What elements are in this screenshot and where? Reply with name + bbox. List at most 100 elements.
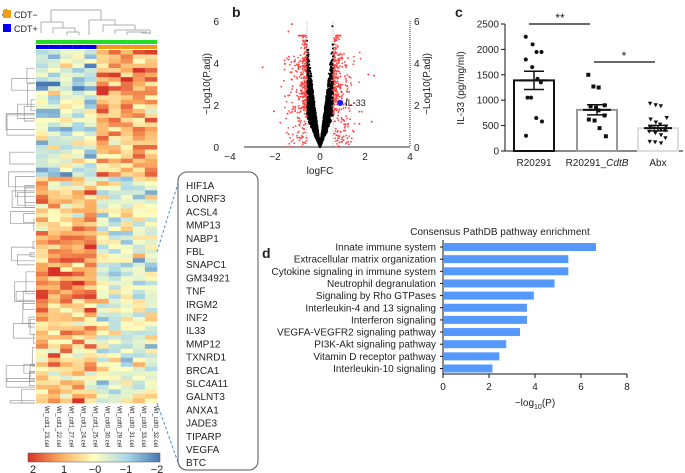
heatmap-cell xyxy=(144,108,158,114)
significant-gene-point xyxy=(344,123,346,126)
significant-gene-point xyxy=(297,34,300,37)
heatmap-cell xyxy=(72,81,85,87)
significant-gene-point xyxy=(303,109,305,112)
heatmap-cell xyxy=(96,235,109,241)
heatmap-cell xyxy=(144,81,158,87)
heatmap-cell xyxy=(60,289,73,295)
significant-gene-point xyxy=(350,137,353,140)
gene-label-SLC4A11: SLC4A11 xyxy=(186,379,229,390)
heatmap-cell xyxy=(36,384,49,390)
heatmap-cell xyxy=(84,154,97,159)
heatmap-cell xyxy=(48,199,61,205)
significant-gene-point xyxy=(294,105,297,108)
significant-gene-point xyxy=(302,58,305,61)
heatmap-cell xyxy=(108,285,121,291)
heatmap-cell xyxy=(84,226,97,232)
heatmap-cell xyxy=(132,99,146,105)
gene-point xyxy=(313,107,316,110)
significant-gene-point xyxy=(304,131,306,134)
heatmap-cell xyxy=(96,253,109,259)
heatmap-cell xyxy=(48,280,61,286)
heatmap-cell xyxy=(60,398,73,404)
heatmap-cell xyxy=(132,145,146,150)
significant-gene-point xyxy=(332,95,335,98)
heatmap-cell xyxy=(132,167,146,173)
heatmap-cell xyxy=(120,398,134,404)
gene-point xyxy=(324,106,327,109)
significant-gene-point xyxy=(286,131,288,134)
data-point xyxy=(658,133,664,138)
heatmap-cell xyxy=(84,375,97,381)
heatmap-cell xyxy=(48,149,61,155)
heatmap-cell xyxy=(84,149,97,155)
heatmap-cell xyxy=(120,321,134,327)
heatmap-cell xyxy=(108,59,121,64)
group-bar-Wt_cdt0_32.cel xyxy=(144,45,157,49)
heatmap-cell xyxy=(144,135,158,141)
notable-gene-point xyxy=(272,110,275,113)
heatmap-cell xyxy=(84,244,97,250)
heatmap-cell xyxy=(120,307,134,313)
notable-gene-point xyxy=(373,74,375,77)
heatmap-cell xyxy=(48,285,61,291)
gene-label-TXNRD1: TXNRD1 xyxy=(186,353,226,364)
heatmap-cell xyxy=(36,267,49,273)
heatmap-cell xyxy=(96,375,109,381)
significant-gene-point xyxy=(305,87,308,90)
gene-point xyxy=(307,64,310,67)
significant-gene-point xyxy=(349,82,352,85)
heatmap-cell xyxy=(48,113,61,119)
gene-point xyxy=(325,98,328,101)
gene-point xyxy=(311,88,314,90)
pathway-bar xyxy=(444,303,527,312)
heatmap-cell xyxy=(84,303,97,309)
heatmap-cell xyxy=(132,126,146,132)
heatmap-cell xyxy=(96,113,109,119)
heatmap-cell xyxy=(144,126,158,132)
heatmap-cell xyxy=(84,267,97,273)
gene-point xyxy=(315,124,318,127)
significant-gene-point xyxy=(306,115,308,118)
significant-gene-point xyxy=(305,59,308,62)
heatmap-cell xyxy=(48,298,61,304)
gene-point xyxy=(311,109,314,112)
significant-gene-point xyxy=(345,66,347,69)
significant-gene-point xyxy=(333,76,335,78)
panel-label-c: c xyxy=(455,4,463,20)
heatmap-cell xyxy=(132,357,146,363)
data-point xyxy=(647,129,652,134)
significant-gene-point xyxy=(359,57,362,60)
heatmap-cell xyxy=(108,321,121,327)
significant-gene-point xyxy=(337,134,339,137)
significant-gene-point xyxy=(300,145,303,148)
heatmap-cell xyxy=(132,163,146,168)
gene-label-LONRF3: LONRF3 xyxy=(186,194,226,205)
heatmap-cell xyxy=(60,366,73,372)
pathway-bar xyxy=(444,243,596,251)
significant-gene-point xyxy=(338,53,341,56)
heatmap-cell xyxy=(60,199,73,205)
significant-gene-point xyxy=(304,89,306,92)
gene-point xyxy=(332,92,334,95)
significant-gene-point xyxy=(303,52,306,55)
gene-point xyxy=(310,115,312,118)
heatmap-cell xyxy=(60,393,73,399)
heatmap-cell xyxy=(96,50,109,55)
pathway-bar xyxy=(444,328,521,337)
heatmap-cell xyxy=(108,172,121,178)
heatmap-cell xyxy=(132,208,146,214)
data-point xyxy=(658,104,664,109)
heatmap-cell xyxy=(120,194,134,200)
heatmap-cell xyxy=(48,140,61,146)
heatmap-cell xyxy=(96,384,109,390)
significant-gene-point xyxy=(341,136,344,139)
heatmap-cell xyxy=(120,199,134,205)
pathway-bar xyxy=(444,315,527,324)
significant-gene-point xyxy=(340,121,342,123)
d-x-tick: 6 xyxy=(578,382,584,393)
heatmap-cell xyxy=(144,199,158,205)
significant-gene-point xyxy=(347,57,349,60)
gene-point xyxy=(331,55,334,58)
heatmap-cell xyxy=(60,108,73,114)
gene-point xyxy=(331,97,334,99)
